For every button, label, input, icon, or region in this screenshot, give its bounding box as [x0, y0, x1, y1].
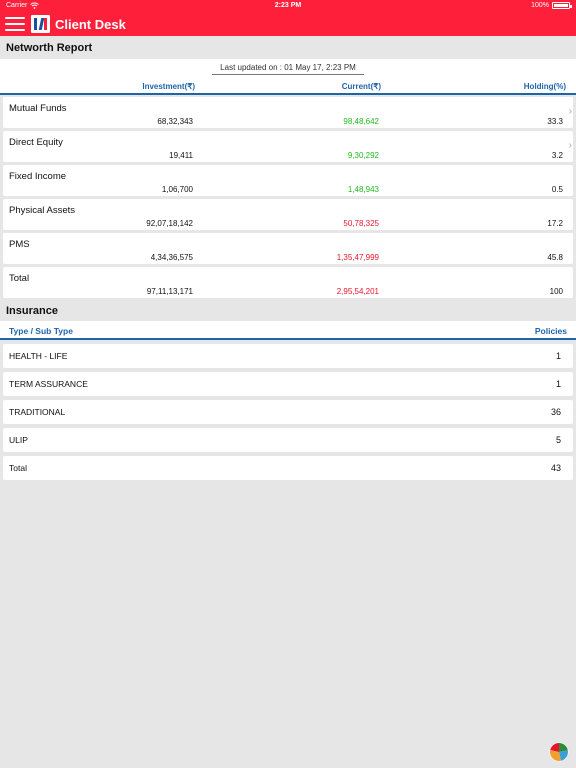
networth-row[interactable]: Direct Equity 19,411 9,30,292 3.2 › — [3, 131, 573, 162]
app-logo — [31, 15, 50, 33]
insurance-row[interactable]: HEALTH - LIFE 1 — [3, 344, 573, 368]
status-time: 2:23 PM — [274, 2, 302, 9]
investment-value: 68,32,343 — [157, 117, 193, 126]
holding-percent: 33.3 — [547, 117, 563, 126]
wifi-icon — [30, 2, 40, 9]
investment-value: 4,34,36,575 — [150, 253, 193, 262]
column-header-current: Current(₹) — [341, 82, 381, 91]
current-value: 98,48,642 — [343, 117, 379, 126]
insurance-type: Total — [9, 463, 27, 473]
networth-section-title: Networth Report — [6, 42, 93, 54]
pie-chart-icon[interactable] — [549, 742, 569, 762]
asset-class-name: PMS — [9, 239, 30, 250]
policy-count: 36 — [550, 407, 561, 417]
asset-class-name: Mutual Funds — [9, 103, 67, 114]
app-bar: Client Desk — [0, 12, 576, 36]
status-left: Carrier — [6, 2, 40, 9]
app-header: Carrier 2:23 PM 100% Cl — [0, 0, 576, 36]
hamburger-menu-icon[interactable] — [5, 17, 25, 31]
chevron-right-icon[interactable]: › — [568, 140, 572, 151]
policy-count: 5 — [555, 435, 561, 445]
column-header-type: Type / Sub Type — [9, 326, 73, 336]
holding-percent: 17.2 — [547, 219, 563, 228]
insurance-type: TERM ASSURANCE — [9, 379, 88, 389]
app-title: Client Desk — [55, 16, 126, 32]
last-updated-text: Last updated on : 01 May 17, 2:23 PM — [212, 63, 364, 75]
networth-header-divider — [0, 93, 576, 95]
policy-count: 1 — [555, 379, 561, 389]
insurance-row[interactable]: ULIP 5 — [3, 428, 573, 452]
networth-row: PMS 4,34,36,575 1,35,47,999 45.8 — [3, 233, 573, 264]
investment-value: 1,06,700 — [161, 185, 193, 194]
holding-percent: 0.5 — [551, 185, 563, 194]
insurance-type: TRADITIONAL — [9, 407, 66, 417]
insurance-type: ULIP — [9, 435, 28, 445]
networth-header-panel: Last updated on : 01 May 17, 2:23 PM Inv… — [0, 59, 576, 95]
networth-row: Physical Assets 92,07,18,142 50,78,325 17.2 — [3, 199, 573, 230]
policy-count: 1 — [555, 351, 561, 361]
insurance-type: HEALTH - LIFE — [9, 351, 68, 361]
investment-value: 19,411 — [169, 151, 193, 160]
column-header-policies: Policies — [534, 326, 567, 336]
current-value: 1,48,943 — [347, 185, 379, 194]
current-value: 9,30,292 — [347, 151, 379, 160]
insurance-header-panel: Type / Sub Type Policies — [0, 321, 576, 340]
chevron-right-icon[interactable]: › — [568, 106, 572, 117]
status-right: 100% — [531, 2, 572, 9]
insurance-row[interactable]: Total 43 — [3, 456, 573, 480]
battery-icon — [552, 2, 572, 9]
insurance-row[interactable]: TERM ASSURANCE 1 — [3, 372, 573, 396]
asset-class-name: Direct Equity — [9, 137, 63, 148]
asset-class-name: Fixed Income — [9, 171, 67, 182]
current-value: 50,78,325 — [343, 219, 379, 228]
networth-row: Total 97,11,13,171 2,95,54,201 100 — [3, 267, 573, 298]
asset-class-name: Total — [9, 273, 30, 284]
battery-level — [554, 4, 568, 7]
carrier-label: Carrier — [6, 2, 28, 9]
networth-row[interactable]: Mutual Funds 68,32,343 98,48,642 33.3 › — [3, 97, 573, 128]
last-updated: Last updated on : 01 May 17, 2:23 PM — [0, 63, 576, 75]
battery-percent: 100% — [531, 2, 549, 9]
holding-percent: 3.2 — [551, 151, 563, 160]
investment-value: 92,07,18,142 — [146, 219, 193, 228]
column-header-holding: Holding(%) — [523, 82, 566, 91]
asset-class-name: Physical Assets — [9, 205, 75, 216]
holding-percent: 100 — [549, 287, 563, 296]
investment-value: 97,11,13,171 — [146, 287, 193, 296]
current-value: 1,35,47,999 — [336, 253, 379, 262]
current-value: 2,95,54,201 — [336, 287, 379, 296]
status-bar: Carrier 2:23 PM 100% — [0, 0, 576, 12]
holding-percent: 45.8 — [547, 253, 563, 262]
insurance-section-title: Insurance — [6, 305, 58, 317]
policy-count: 43 — [550, 463, 561, 473]
networth-row: Fixed Income 1,06,700 1,48,943 0.5 — [3, 165, 573, 196]
insurance-row[interactable]: TRADITIONAL 36 — [3, 400, 573, 424]
column-header-investment: Investment(₹) — [142, 82, 195, 91]
